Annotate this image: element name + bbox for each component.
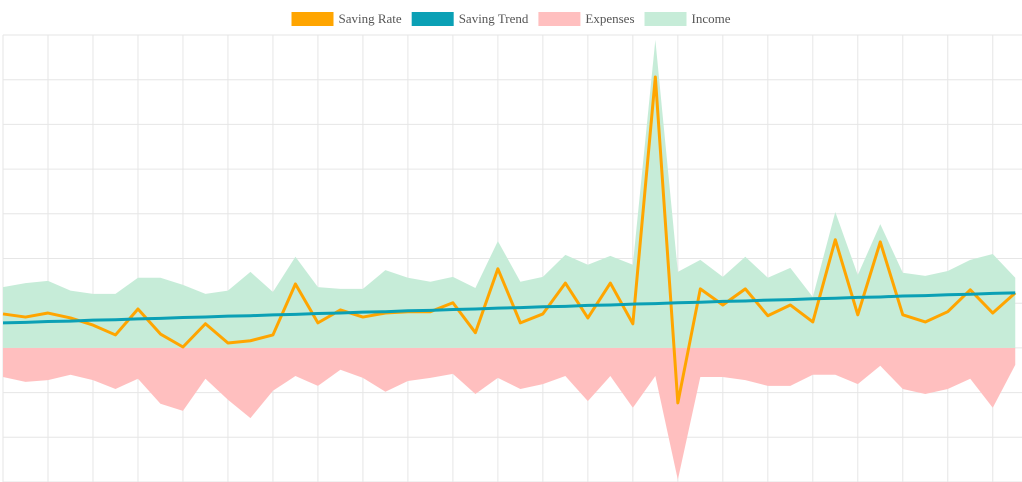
legend-label: Saving Trend <box>459 11 529 26</box>
legend-label: Income <box>692 11 731 26</box>
area <box>3 39 1016 348</box>
legend: Saving Rate Saving Trend Expenses Income <box>291 11 731 26</box>
legend-swatch <box>411 12 454 26</box>
line <box>2 291 1016 325</box>
legend-swatch <box>644 12 687 26</box>
legend-swatch <box>538 12 581 26</box>
legend-swatch <box>291 12 334 26</box>
legend-label: Expenses <box>585 11 634 26</box>
line <box>2 75 1017 405</box>
area <box>3 347 1016 480</box>
legend-label: Saving Rate <box>339 11 402 26</box>
